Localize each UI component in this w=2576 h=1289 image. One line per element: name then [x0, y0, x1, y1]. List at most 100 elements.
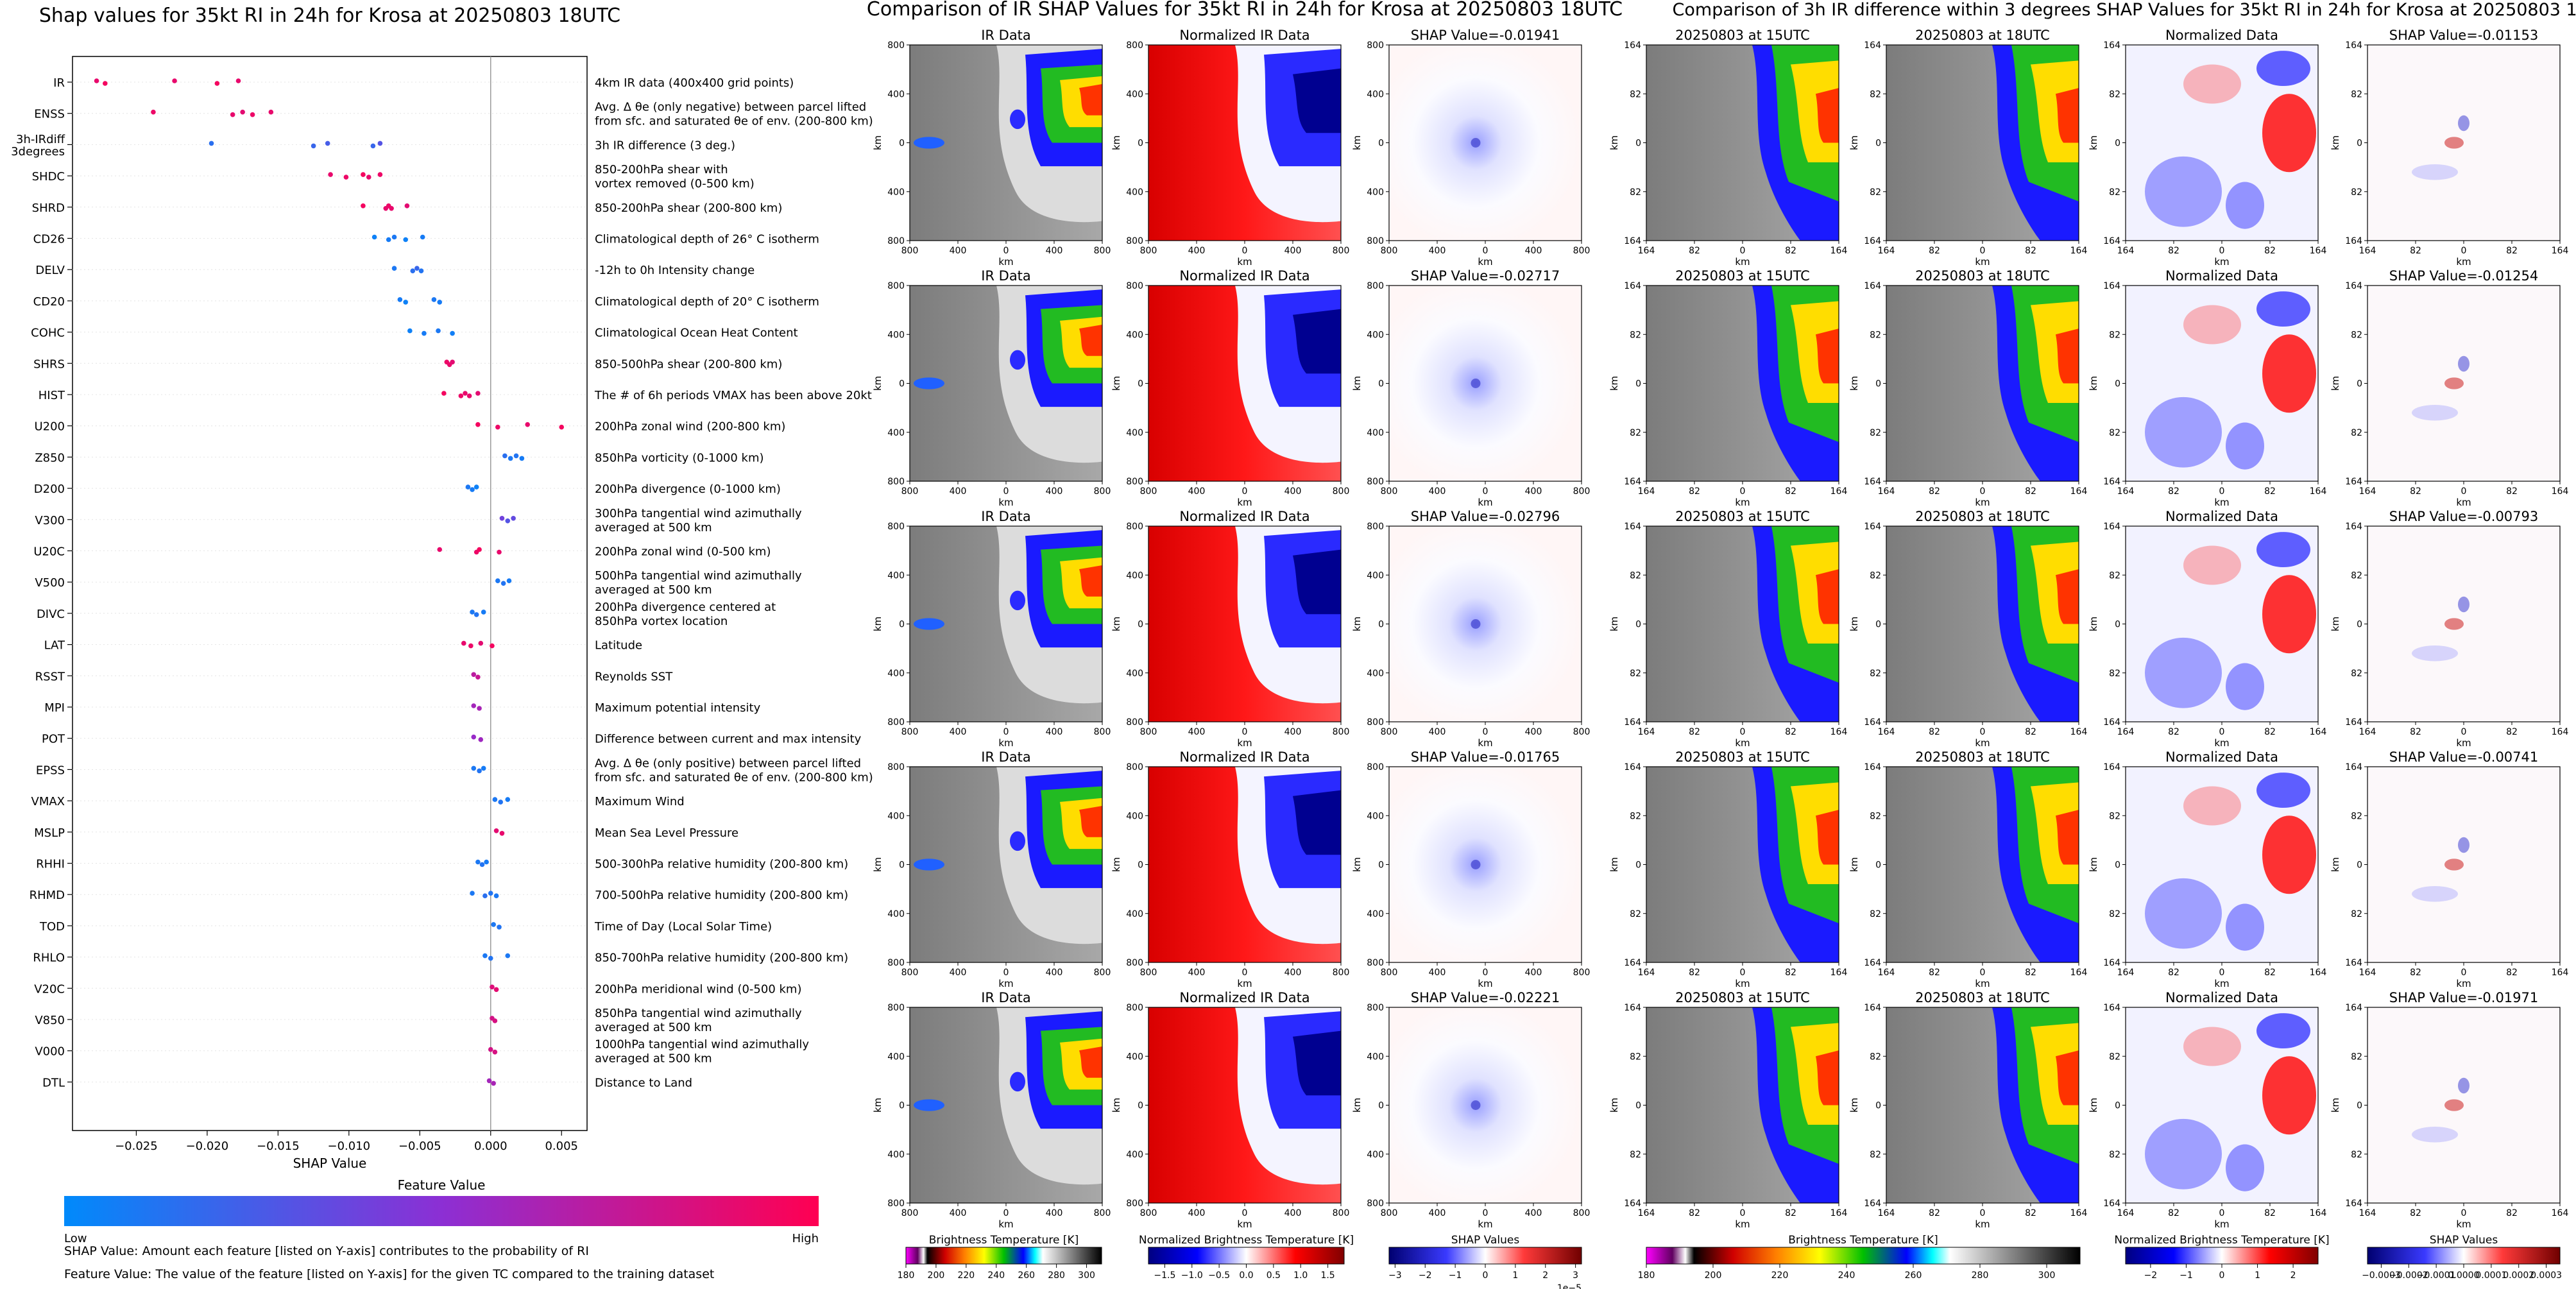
panel-y-tick-label: 400 [1126, 1052, 1143, 1062]
panel-x-tick-label: 164 [1878, 727, 1895, 737]
feature-description-25: 500-300hPa relative humidity (200-800 km… [595, 858, 848, 871]
panel-y-tick-label: 0 [1875, 379, 1881, 389]
panel-x-tick-label: 800 [1094, 486, 1111, 497]
normdiff-red-core [2262, 1056, 2316, 1135]
panel-title: 20250803 at 18UTC [1915, 28, 2050, 43]
shap-point [475, 859, 481, 865]
panel-x-tick-label: 82 [1929, 486, 1940, 497]
shap-point [481, 610, 486, 615]
shap-center [1471, 1100, 1481, 1110]
feature-label-20: MPI [44, 701, 65, 715]
panel-y-axis-label: km [2330, 617, 2341, 631]
panel-x-tick-label: 400 [1429, 246, 1446, 256]
panel-x-tick-label: 0 [1483, 246, 1488, 256]
panel-x-tick-label: 800 [1573, 727, 1591, 737]
panel-x-axis-label: km [1975, 1218, 1990, 1230]
panel-y-tick-label: 400 [1126, 330, 1143, 340]
colorbar-tick-label: 2 [1542, 1270, 1548, 1281]
feature-label-5: CD26 [33, 233, 65, 246]
panel-x-tick-label: 82 [1689, 1208, 1700, 1218]
panel-x-tick-label: 400 [1429, 727, 1446, 737]
panel-y-tick-label: 82 [1870, 811, 1881, 821]
shap-point [505, 518, 511, 524]
panel-x-tick-label: 800 [1094, 1208, 1111, 1218]
panel-x-tick-label: 0 [2219, 727, 2225, 737]
panel-x-axis-label: km [1735, 1218, 1750, 1230]
panel-x-tick-label: 164 [1830, 246, 1848, 256]
panel-x-tick-label: 800 [1333, 246, 1350, 256]
colorbar-tick-label: 280 [1048, 1270, 1065, 1281]
panel-y-tick-label: 0 [2357, 1101, 2362, 1111]
feature-description-27: Time of Day (Local Solar Time) [594, 920, 772, 934]
panel-x-tick-label: 400 [950, 968, 967, 978]
shap-point [482, 953, 488, 959]
colorbar-tick-label: 0.5 [1267, 1270, 1281, 1281]
normdiff-blue-patch [2145, 397, 2222, 468]
shap-point [479, 862, 485, 867]
panel-title: SHAP Value=-0.02221 [1411, 990, 1560, 1005]
panel-y-tick-label: 0 [1635, 860, 1641, 871]
panel-y-tick-label: 82 [2351, 187, 2362, 198]
panel-x-axis-label: km [2456, 497, 2471, 508]
colorbar-tick-label: 240 [987, 1270, 1005, 1281]
panel-x-tick-label: 82 [2025, 486, 2036, 497]
norm-dark-blue [1293, 68, 1341, 133]
panel-x-tick-label: 800 [1381, 486, 1398, 497]
panel-title: 20250803 at 18UTC [1915, 268, 2050, 284]
panel-title: IR Data [981, 268, 1031, 284]
panel-y-tick-label: 0 [1378, 860, 1384, 871]
feature-label-9: SHRS [33, 357, 65, 371]
panel-x-tick-label: 164 [2117, 727, 2135, 737]
panel-y-tick-label: 800 [1126, 522, 1143, 532]
panel-x-axis-label: km [2456, 978, 2471, 989]
shap-point [370, 143, 376, 149]
panel-y-tick-label: 82 [2109, 187, 2120, 198]
panel-title: SHAP Value=-0.02717 [1411, 268, 1560, 284]
panel-title: Normalized Data [2165, 509, 2278, 524]
panel-y-tick-label: 82 [1630, 909, 1641, 919]
panel-y-tick-label: 82 [2351, 89, 2362, 99]
panel-y-axis-label: km [1351, 857, 1363, 872]
panel-x-axis-label: km [2456, 1218, 2471, 1230]
panel-y-axis-label: km [1351, 135, 1363, 150]
panel-y-axis-label: km [1111, 617, 1122, 631]
panel-x-axis-label: km [1478, 497, 1492, 508]
panel-y-tick-label: 800 [1367, 477, 1384, 487]
feature-description-0: 4km IR data (400x400 grid points) [595, 76, 794, 90]
panel-x-tick-label: 400 [1046, 968, 1063, 978]
shap-point [328, 172, 333, 177]
panel-title: IR Data [981, 28, 1031, 43]
panel-y-tick-label: 164 [1864, 522, 1881, 532]
diffshap-blue-band [2412, 1127, 2458, 1143]
panel-y-tick-label: 164 [2345, 1199, 2362, 1209]
panel-y-tick-label: 800 [1367, 762, 1384, 773]
panel-y-tick-label: 0 [1875, 860, 1881, 871]
panel-x-tick-label: 800 [901, 968, 919, 978]
panel-title: Normalized Data [2165, 990, 2278, 1005]
panel-x-tick-label: 82 [2168, 1208, 2179, 1218]
ir-cloud-band [1010, 1071, 1025, 1092]
shap-point [377, 141, 383, 146]
panel-x-tick-label: 800 [1140, 246, 1157, 256]
feature-label-1: ENSS [34, 108, 65, 121]
feature-label-24: MSLP [34, 826, 65, 840]
feature-description-16: averaged at 500 km [595, 583, 712, 597]
feature-label-17: DIVC [37, 608, 65, 621]
shap-heatmap [1389, 526, 1582, 722]
shap-point [470, 891, 475, 896]
shap-point [209, 141, 214, 146]
panel-x-tick-label: 400 [1046, 246, 1063, 256]
shap-point [470, 487, 475, 492]
panel-y-tick-label: 0 [1635, 1101, 1641, 1111]
shap-point [389, 206, 394, 211]
feature-description-3: vortex removed (0-500 km) [595, 177, 755, 191]
panel-x-tick-label: 82 [2025, 727, 2036, 737]
shap-heatmap [1389, 45, 1582, 241]
x-tick-label: −0.025 [115, 1140, 158, 1153]
panel-x-tick-label: 164 [1830, 486, 1848, 497]
panel-x-tick-label: 400 [950, 246, 967, 256]
panel-y-tick-label: 800 [1126, 762, 1143, 773]
panel-x-tick-label: 82 [2506, 968, 2518, 978]
panel-y-tick-label: 0 [1635, 620, 1641, 630]
panel-y-tick-label: 800 [887, 477, 905, 487]
